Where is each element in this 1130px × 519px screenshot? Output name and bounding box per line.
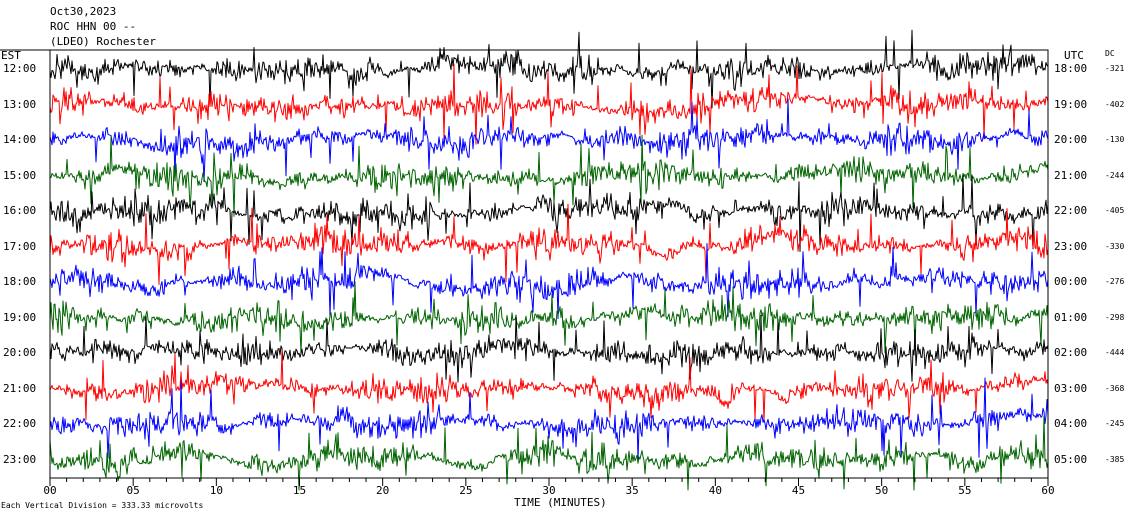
seismic-trace-2300 (49, 415, 1049, 491)
x-tick-label: 55 (958, 484, 972, 497)
utc-time-label: 03:00 (1054, 381, 1088, 395)
est-time-label: 22:00 (3, 417, 37, 430)
est-time-label: 16:00 (3, 204, 37, 217)
x-tick-label: 25 (459, 484, 473, 497)
footer-note: Each Vertical Division = 333.33 microvol… (1, 501, 204, 510)
x-tick-label: 05 (126, 484, 140, 497)
x-tick-label: 00 (43, 484, 57, 497)
dc-offset-label: -321 (1105, 64, 1125, 73)
est-time-label: 15:00 (3, 168, 37, 182)
x-tick-label: 15 (292, 484, 307, 497)
utc-time-label: 23:00 (1054, 239, 1088, 253)
est-time-label: 18:00 (3, 275, 37, 288)
utc-time-label: 22:00 (1054, 204, 1088, 217)
x-tick-label: 30 (542, 484, 556, 497)
est-time-label: 23:00 (3, 452, 37, 466)
dc-offset-label: -130 (1105, 135, 1125, 144)
seismic-trace-2200 (49, 377, 1049, 462)
seismic-trace-1400 (49, 98, 1049, 182)
x-tick-label: 10 (209, 484, 223, 497)
x-axis-label: TIME (MINUTES) (514, 496, 607, 509)
x-tick-label: 60 (1041, 484, 1055, 497)
dc-axis-label: DC (1105, 49, 1115, 58)
dc-offset-label: -245 (1105, 419, 1125, 428)
dc-offset-label: -402 (1105, 99, 1125, 109)
utc-time-label: 19:00 (1054, 97, 1088, 111)
est-time-label: 14:00 (3, 133, 37, 146)
est-time-label: 17:00 (3, 239, 37, 253)
est-time-label: 20:00 (3, 346, 37, 359)
utc-time-label: 21:00 (1054, 168, 1088, 182)
est-time-label: 12:00 (3, 62, 37, 75)
utc-time-label: 20:00 (1054, 133, 1088, 146)
x-tick-label: 50 (875, 484, 889, 497)
dc-offset-label: -276 (1105, 277, 1125, 286)
seismic-trace-1900 (49, 281, 1049, 355)
est-time-label: 19:00 (3, 310, 37, 324)
dc-offset-label: -244 (1105, 170, 1125, 180)
seismic-trace-1600 (49, 174, 1049, 252)
dc-offset-label: -330 (1105, 241, 1125, 251)
dc-offset-label: -385 (1105, 454, 1125, 464)
header-date: Oct30,2023 (50, 5, 117, 18)
x-tick-label: 35 (625, 484, 639, 497)
x-tick-label: 20 (376, 484, 390, 497)
x-tick-label: 45 (791, 484, 806, 497)
utc-time-label: 00:00 (1054, 275, 1088, 288)
utc-time-label: 04:00 (1054, 417, 1088, 430)
x-tick-label: 40 (708, 484, 722, 497)
header-network: (LDEO) Rochester (50, 35, 156, 48)
seismic-trace-1700 (49, 203, 1049, 285)
utc-time-label: 02:00 (1054, 346, 1088, 359)
est-axis-label: EST (1, 49, 21, 62)
est-time-label: 13:00 (3, 97, 37, 111)
seismic-trace-1200 (49, 29, 1049, 109)
seismic-trace-2100 (49, 349, 1049, 423)
dc-offset-label: -444 (1105, 348, 1125, 357)
utc-time-label: 05:00 (1054, 452, 1088, 466)
dc-offset-label: -298 (1105, 312, 1125, 322)
dc-offset-label: -368 (1105, 383, 1125, 393)
utc-time-label: 18:00 (1054, 62, 1088, 75)
utc-time-label: 01:00 (1054, 310, 1088, 324)
utc-axis-label: UTC (1064, 49, 1084, 62)
seismic-trace-2000 (49, 314, 1049, 383)
seismic-trace-1500 (49, 134, 1049, 217)
seismic-trace-1800 (49, 243, 1049, 320)
seismic-trace-1300 (49, 63, 1049, 145)
est-time-label: 21:00 (3, 381, 37, 395)
dc-offset-label: -405 (1105, 206, 1125, 215)
header-station: ROC HHN 00 -- (50, 20, 137, 33)
